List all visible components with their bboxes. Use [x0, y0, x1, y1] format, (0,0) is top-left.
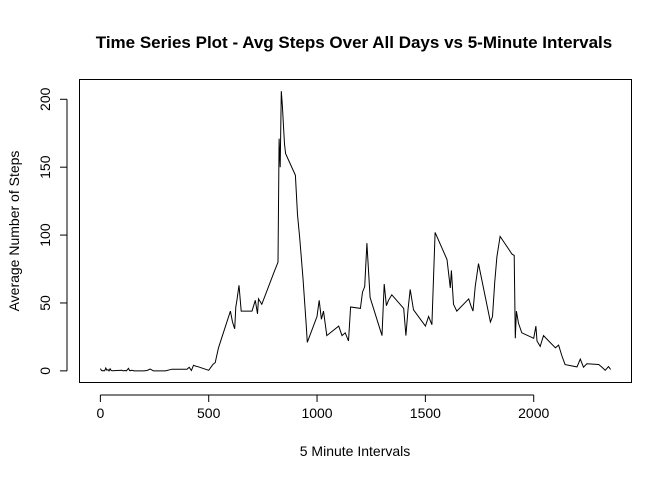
y-tick-label: 150 [37, 155, 53, 179]
y-axis: 0 50 100 150 200 [37, 87, 68, 375]
y-tick-label: 50 [37, 295, 53, 311]
y-tick-label: 200 [37, 87, 53, 111]
chart-title: Time Series Plot - Avg Steps Over All Da… [96, 33, 612, 52]
x-tick-label: 2000 [518, 405, 549, 421]
x-tick-label: 1000 [301, 405, 332, 421]
y-axis-label: Average Number of Steps [6, 151, 22, 312]
x-tick-label: 500 [197, 405, 221, 421]
x-axis-label: 5 Minute Intervals [300, 443, 411, 459]
series-line [99, 91, 612, 372]
y-tick-label: 100 [37, 223, 53, 247]
plot-area [79, 79, 632, 383]
x-tick-label: 1500 [410, 405, 441, 421]
x-axis: 0 500 1000 1500 2000 [96, 394, 549, 421]
x-tick-label: 0 [96, 405, 104, 421]
y-tick-label: 0 [37, 367, 53, 375]
